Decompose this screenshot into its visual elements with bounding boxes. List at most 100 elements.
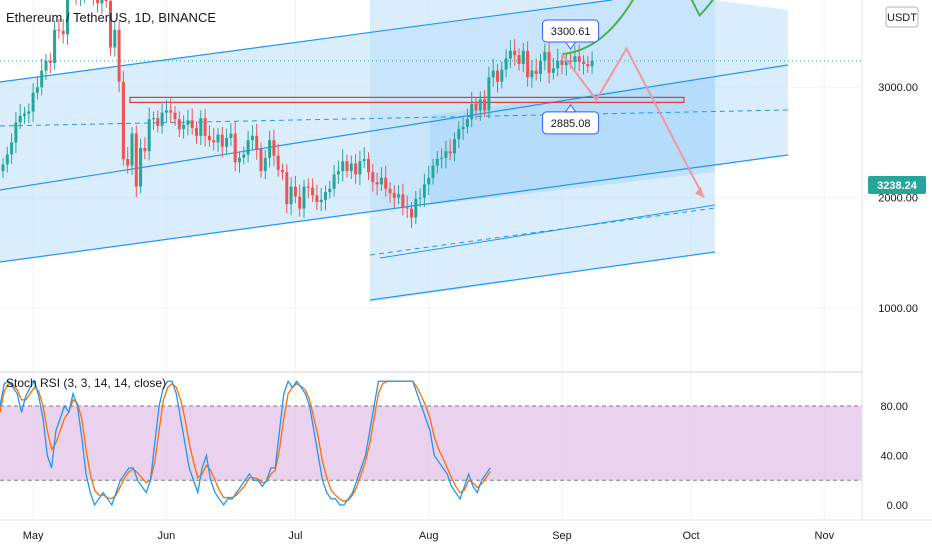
candle-body: [311, 187, 315, 196]
candle-body: [504, 58, 508, 70]
candle-body: [285, 172, 289, 205]
candle-body: [448, 151, 452, 154]
price-callout[interactable]: 2885.08: [542, 104, 600, 135]
candle-body: [246, 140, 250, 155]
candle-body: [177, 119, 181, 130]
stoch-rsi-tick-label: 40.00: [880, 451, 908, 463]
candle-body: [422, 184, 426, 198]
indicator-title: Stoch RSI (3, 3, 14, 14, close): [6, 376, 166, 390]
candle-body: [435, 158, 439, 166]
candle-body: [440, 157, 444, 159]
candle-body: [195, 128, 198, 136]
candle-body: [388, 188, 392, 194]
candle-body: [539, 60, 542, 74]
candle-body: [10, 142, 14, 155]
candle-body: [121, 81, 125, 159]
time-tick-label: Nov: [815, 530, 835, 542]
candle-body: [547, 51, 551, 73]
channel-line[interactable]: [379, 204, 716, 259]
candle-body: [478, 99, 482, 111]
candle-body: [521, 50, 525, 65]
stoch-rsi-band: [0, 406, 862, 481]
candle-body: [35, 87, 39, 93]
candle-body: [367, 158, 370, 173]
candle-body: [109, 1, 112, 48]
price-callout[interactable]: 3300.61: [542, 19, 600, 50]
candle-body: [401, 194, 405, 208]
candle-body: [354, 163, 358, 175]
candle-body: [289, 186, 293, 205]
horizontal-level[interactable]: [129, 96, 685, 103]
candle-body: [414, 198, 418, 218]
candle-body: [96, 0, 100, 4]
candle-body: [418, 197, 422, 199]
candle-body: [483, 99, 487, 111]
candle-body: [302, 186, 306, 209]
time-tick-label: Sep: [552, 530, 572, 542]
channel-line[interactable]: [369, 251, 716, 301]
price-tick-label: 1000.00: [878, 303, 918, 315]
candle-body: [5, 154, 9, 165]
candle-body: [315, 195, 319, 203]
candle-body: [23, 113, 26, 116]
time-tick-label: Jun: [158, 530, 176, 542]
candle-body: [328, 188, 332, 193]
projection-paths[interactable]: [561, 0, 799, 199]
candle-body: [268, 140, 272, 158]
stoch-rsi-k-line: [0, 379, 491, 507]
candle-body: [229, 133, 233, 138]
candle-body: [156, 118, 160, 126]
bearish-arrowhead: [694, 186, 704, 198]
candle-body: [379, 177, 383, 185]
time-tick-label: Jul: [288, 530, 302, 542]
candle-body: [392, 193, 396, 198]
candle-body: [104, 0, 108, 2]
candle-body: [427, 177, 431, 185]
candle-body: [164, 110, 168, 113]
currency-badge[interactable]: USDT: [885, 6, 919, 28]
candle-body: [199, 118, 203, 136]
candle-body: [173, 112, 177, 120]
candle-body: [298, 196, 302, 209]
bullish-projection-path[interactable]: [561, 0, 799, 56]
price-tick-label: 2000.00: [878, 193, 918, 205]
candle-body: [207, 135, 211, 141]
candle-body: [465, 119, 469, 127]
candle-body: [139, 147, 143, 187]
candle-body: [66, 0, 69, 35]
price-callout-label: 2885.08: [551, 118, 591, 130]
chart-title: Ethereum / TetherUS, 1D, BINANCE: [6, 10, 216, 25]
candle-body: [53, 29, 57, 63]
candle-body: [57, 29, 61, 31]
bearish-projection-path[interactable]: [561, 46, 705, 199]
candle-body: [491, 70, 495, 78]
candle-body: [220, 134, 224, 147]
candle-body: [405, 207, 409, 209]
candle-body: [332, 174, 336, 189]
candle-body: [470, 103, 474, 120]
current-price-badge: 3238.24: [868, 176, 926, 194]
candle-body: [551, 68, 555, 73]
candle-body: [100, 0, 104, 4]
candle-body: [263, 157, 267, 172]
price-channels[interactable]: [0, 0, 870, 372]
candle-body: [27, 111, 31, 114]
candle-body: [143, 147, 147, 152]
candle-body: [453, 139, 456, 154]
candle-body: [461, 126, 465, 130]
candle-body: [573, 56, 577, 62]
candle-body: [255, 135, 259, 150]
candle-body: [345, 161, 349, 172]
stoch-rsi-pane[interactable]: 80.00 40.00 0.00: [0, 379, 908, 512]
candle-body: [577, 56, 581, 62]
current-price-label: 3238.24: [877, 180, 918, 192]
channel-line[interactable]: [369, 207, 716, 256]
channel-line[interactable]: [0, 154, 789, 263]
lower-channel-fill[interactable]: [370, 0, 715, 302]
candle-body: [590, 60, 594, 67]
channel-line[interactable]: [0, 0, 613, 83]
candle-body: [474, 103, 478, 111]
channel-line[interactable]: [0, 64, 789, 191]
